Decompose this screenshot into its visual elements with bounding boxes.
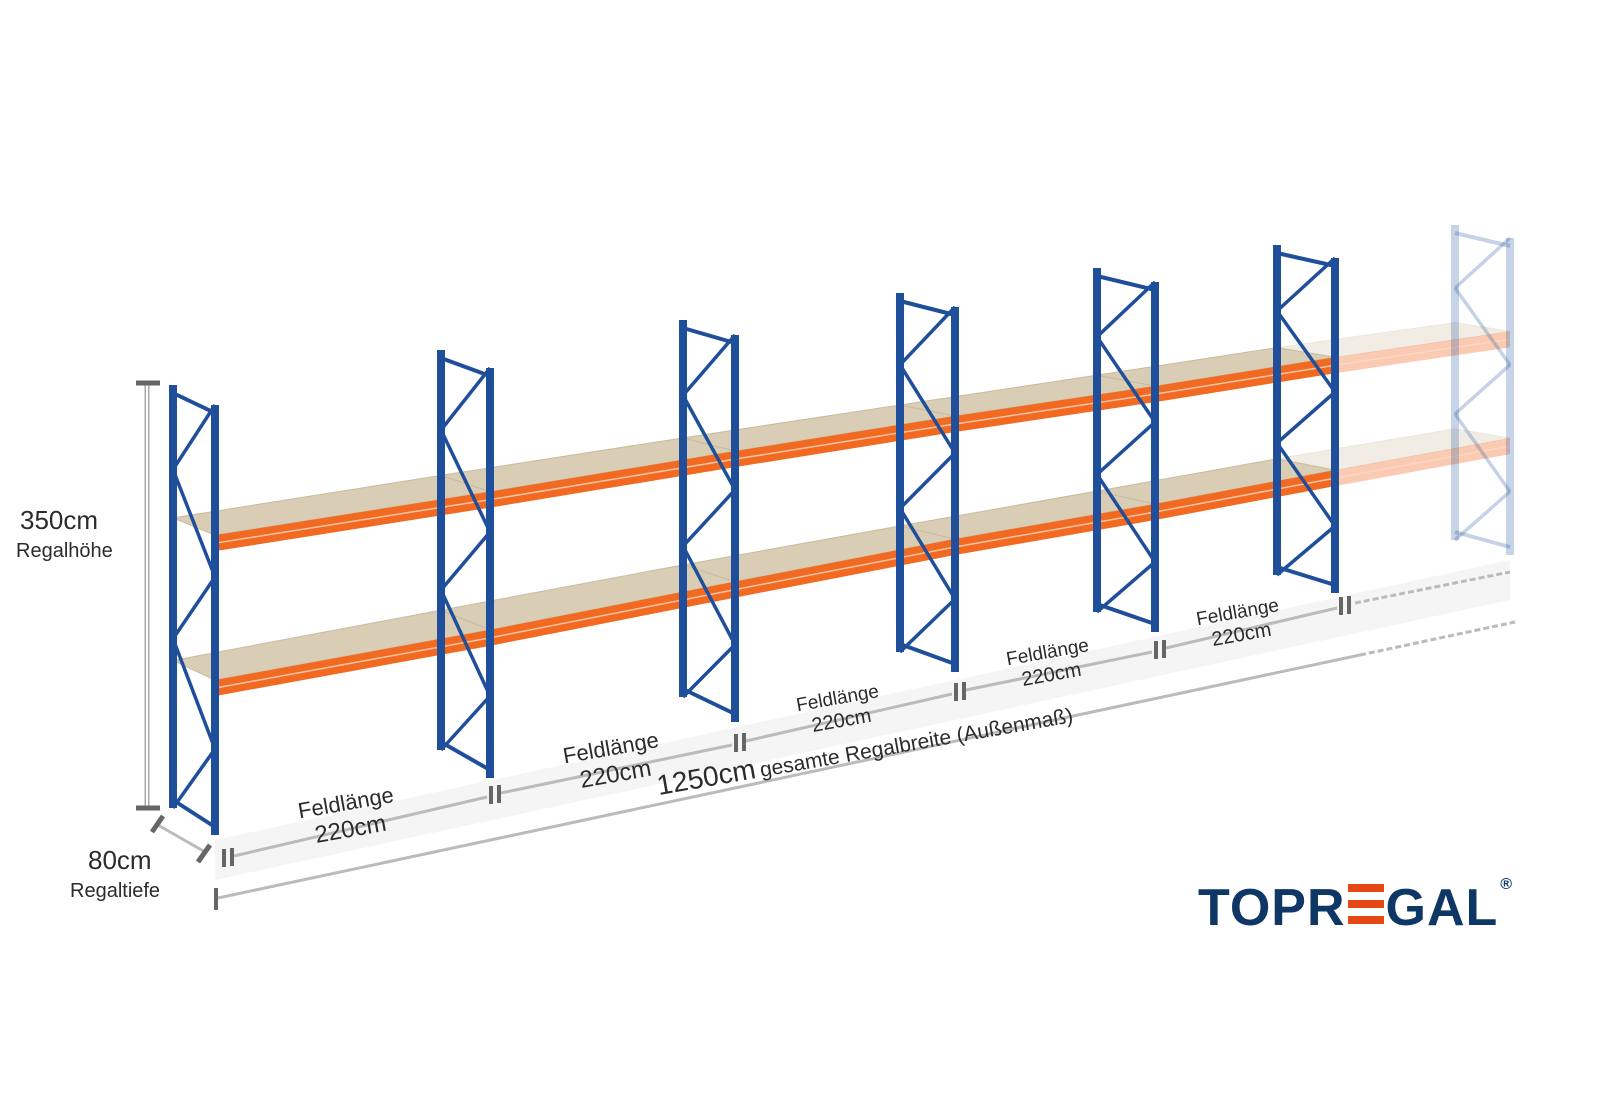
depth-value: 80cm [88, 845, 152, 875]
frame-brace [171, 404, 217, 471]
frame-front-upright [1331, 258, 1339, 593]
logo-text-b: GAL [1385, 879, 1499, 937]
logo-text-a: TOPR [1198, 879, 1346, 937]
beam-highlight [954, 393, 1156, 425]
frame-back-upright [896, 293, 904, 652]
frame-front-upright [1506, 238, 1514, 555]
frame-brace [1275, 309, 1337, 394]
frame-brace [1276, 565, 1336, 587]
frame-brace [1453, 363, 1512, 416]
frame-back-upright [1093, 268, 1101, 612]
frame-brace [1275, 390, 1337, 445]
frame-back-upright [1273, 245, 1281, 575]
frame-brace [681, 643, 737, 699]
frame-brace [171, 798, 217, 829]
field-dimension-line [1165, 606, 1338, 650]
beam-highlight [1154, 364, 1336, 395]
height-value: 350cm [20, 505, 99, 535]
frame-brace [682, 687, 736, 716]
frame-brace [899, 299, 956, 317]
frame-brace [439, 530, 492, 592]
field-dimension-line [965, 650, 1153, 692]
front-beam [1335, 331, 1510, 374]
frame-brace [439, 429, 492, 533]
frame-brace [1453, 490, 1512, 542]
frame-brace [171, 576, 217, 640]
topregal-logo: TOPR GAL ® [1198, 876, 1514, 938]
frame-brace [1095, 473, 1157, 563]
field-dimension-line [233, 795, 488, 858]
beam-highlight [1334, 338, 1511, 366]
frame-brace [898, 363, 957, 454]
frame-brace [682, 326, 736, 345]
floor-shadow [215, 560, 1510, 880]
frame-brace [439, 366, 492, 432]
beam-highlight [954, 511, 1156, 548]
beam-highlight [489, 588, 736, 639]
depth-dimension-line [157, 823, 206, 854]
frame-back-upright [1451, 225, 1459, 540]
frame-brace [171, 638, 217, 750]
depth-tick [195, 843, 213, 864]
frame-back-upright [437, 350, 445, 750]
frame-brace [1275, 256, 1337, 313]
height-label: Regalhöhe [16, 540, 113, 562]
frame-brace [439, 589, 492, 697]
frame-brace [1454, 530, 1511, 549]
frame-brace [681, 333, 737, 397]
frame-brace [1096, 602, 1156, 626]
frame-brace [898, 305, 957, 367]
frame-brace [1453, 236, 1512, 290]
frame-brace [1275, 441, 1337, 528]
beam-highlight [489, 458, 736, 501]
frame-brace [898, 451, 957, 510]
frame-brace [1095, 335, 1157, 423]
front-beam [1335, 438, 1510, 487]
frame-brace [440, 356, 491, 378]
field-dimension-line [500, 743, 733, 795]
frame-brace [172, 391, 216, 415]
frame-brace [681, 394, 737, 491]
beam-highlight [734, 546, 956, 591]
frame-brace [898, 507, 957, 600]
frame-front-upright [951, 307, 959, 672]
frame-brace [1454, 231, 1511, 248]
depth-label: Regaltiefe [70, 880, 161, 902]
frame-front-upright [731, 335, 739, 722]
depth-tick [149, 814, 166, 834]
total-dimension-line [217, 653, 1361, 900]
frame-back-upright [679, 320, 687, 697]
frame-brace [171, 747, 217, 810]
frame-brace [439, 694, 492, 752]
frame-front-upright [486, 368, 494, 778]
field-dimension-continuation [1354, 570, 1511, 605]
frame-brace [1095, 420, 1157, 476]
beam-highlight [734, 423, 956, 460]
frame-front-upright [1151, 282, 1159, 632]
frame-brace [440, 740, 491, 772]
frame-brace [1275, 524, 1337, 577]
frame-brace [1276, 251, 1336, 268]
frame-front-upright [211, 405, 219, 835]
logo-registered-mark: ® [1500, 876, 1514, 893]
field-dimension-line [745, 692, 953, 743]
frame-brace [171, 468, 217, 578]
frame-brace [899, 642, 956, 666]
logo-e-stripes [1347, 884, 1384, 924]
frame-brace [1095, 560, 1157, 614]
frame-brace [1096, 274, 1156, 292]
beam-highlight [1334, 445, 1511, 479]
frame-brace [1095, 280, 1157, 339]
frame-brace [1453, 412, 1512, 493]
frame-brace [1453, 286, 1512, 366]
frame-brace [898, 597, 957, 654]
frame-back-upright [169, 385, 177, 808]
frame-brace [681, 488, 737, 548]
frame-brace [681, 545, 737, 646]
